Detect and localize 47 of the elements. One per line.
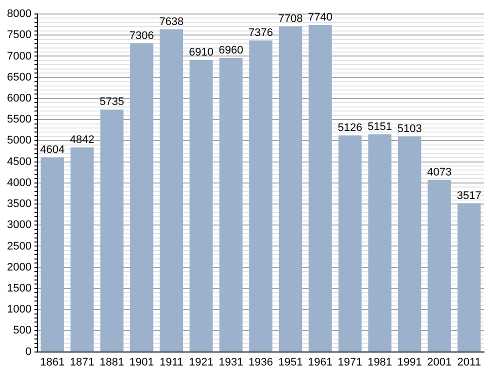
y-tick-label: 2000 (6, 261, 32, 274)
data-label: 4073 (427, 166, 452, 178)
y-tick-label: 2500 (6, 240, 32, 252)
data-label: 5103 (397, 122, 422, 135)
y-tick-label: 3000 (6, 219, 32, 232)
x-tick-label: 1901 (129, 356, 154, 368)
x-tick-label: 1861 (40, 356, 65, 368)
data-label: 7708 (278, 12, 303, 25)
y-tick-label: 4500 (6, 156, 32, 168)
x-tick-label: 1961 (308, 356, 333, 368)
data-label: 7376 (248, 26, 273, 39)
x-tick-label: 1931 (218, 356, 244, 368)
x-tick-label: 1981 (368, 356, 392, 368)
data-label: 6960 (218, 44, 244, 56)
data-label: 4604 (40, 144, 65, 156)
y-tick-label: 5500 (6, 114, 32, 126)
y-tick-label: 0 (25, 346, 32, 358)
x-tick-label: 1871 (70, 356, 94, 368)
y-tick-label: 1500 (6, 282, 32, 294)
data-label: 3517 (456, 190, 482, 202)
data-label: 7638 (159, 16, 184, 28)
x-tick-label: 1951 (278, 356, 303, 368)
y-tick-label: 4000 (6, 176, 32, 189)
data-label: 5126 (338, 122, 362, 134)
x-tick-label: 1881 (100, 356, 124, 368)
x-tick-label: 2001 (427, 356, 452, 368)
x-tick-label: 1911 (160, 356, 184, 368)
data-label: 6910 (188, 46, 214, 59)
data-label: 7306 (129, 30, 154, 42)
data-label: 5151 (368, 120, 392, 133)
y-tick-label: 8000 (6, 8, 32, 20)
y-tick-label: 500 (13, 324, 32, 337)
x-tick-label: 1971 (338, 356, 362, 368)
y-tick-label: 6000 (6, 92, 32, 104)
y-tick-label: 1000 (6, 304, 32, 316)
x-tick-label: 2011 (457, 356, 481, 368)
y-tick-label: 6500 (6, 71, 32, 84)
y-tick-label: 5000 (6, 134, 32, 147)
x-tick-label: 1991 (397, 356, 422, 368)
data-label: 4842 (70, 134, 94, 146)
x-tick-label: 1936 (248, 356, 273, 368)
x-tick-label: 1921 (188, 356, 214, 368)
data-label: 5735 (100, 96, 124, 108)
y-tick-label: 7000 (6, 50, 32, 62)
y-tick-label: 7500 (6, 29, 32, 42)
data-label: 7740 (308, 12, 333, 24)
y-tick-label: 3500 (6, 198, 32, 210)
